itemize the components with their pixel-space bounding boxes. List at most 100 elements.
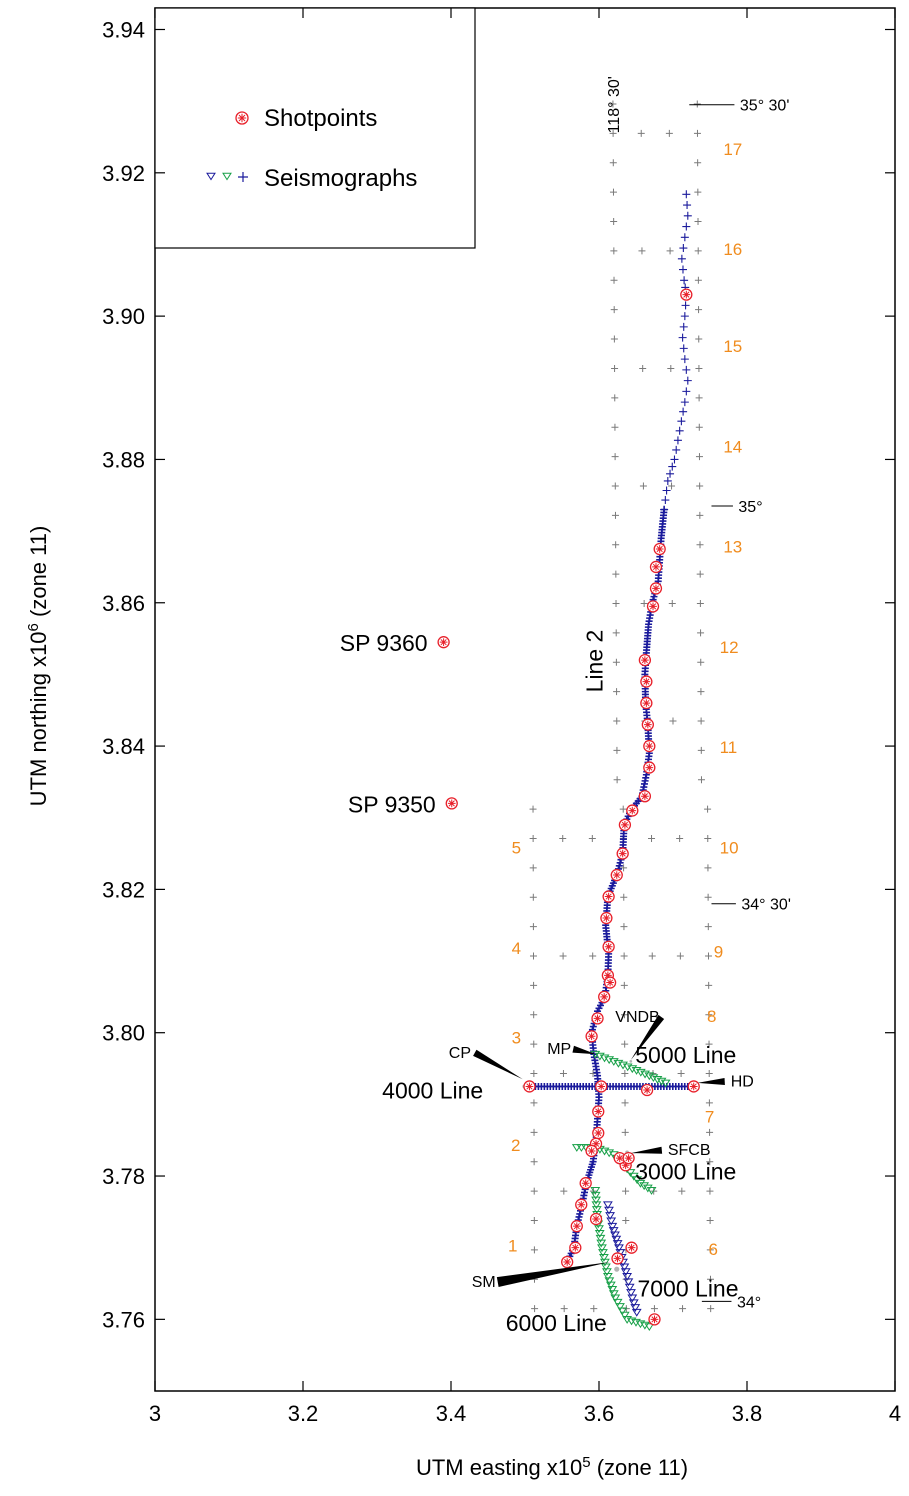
seismograph-tri-7000-line xyxy=(627,1294,638,1303)
seismograph-tri-5000-line xyxy=(656,1077,667,1086)
seismograph-plus-line2 xyxy=(672,445,681,454)
grid-cross xyxy=(695,423,703,431)
grid-cross xyxy=(621,1128,629,1136)
grid-cross xyxy=(695,335,703,343)
shotpoint-marker-star xyxy=(621,821,629,829)
grid-cross xyxy=(529,805,537,813)
seismograph-tri-7000-line xyxy=(605,1212,616,1220)
seismograph-tri-3000-line xyxy=(576,1144,587,1152)
annotations: SP 9360 SP 9350 4000 Line 5000 Line 3000 Lin… xyxy=(340,76,791,1336)
seismograph-plus-line2 xyxy=(680,398,689,407)
seismograph-tri-6000-line xyxy=(590,1191,601,1200)
seismograph-tri-3000-line xyxy=(635,1179,646,1188)
grid-cross xyxy=(530,1246,538,1254)
seismograph-tri-6000-line xyxy=(599,1253,609,1262)
shotpoint-marker-star xyxy=(604,942,613,951)
seismograph-tri-5000-line xyxy=(648,1074,659,1083)
site-pointer-arrow xyxy=(697,1077,725,1085)
shotpoint-marker-star xyxy=(600,993,609,1001)
site-pointer-arrow xyxy=(572,1045,597,1055)
site-pointer-arrow xyxy=(630,1014,665,1060)
grid-cross xyxy=(610,306,618,314)
line-label: Line 2 xyxy=(582,630,608,693)
grid-cross xyxy=(694,188,702,196)
grid-cross xyxy=(529,835,537,843)
grid-cross xyxy=(621,1099,629,1107)
grid-cross xyxy=(620,981,628,989)
seismograph-tri-3000-line xyxy=(642,1184,653,1193)
y-tick-label: 3.84 xyxy=(102,734,145,759)
grid-cross xyxy=(611,394,619,402)
grid-cross xyxy=(706,1128,714,1136)
seismograph-tri-6000-line xyxy=(598,1249,608,1258)
grid-cross xyxy=(706,1246,714,1254)
shotpoint-marker-star xyxy=(615,1154,624,1162)
shotpoint-marker-star xyxy=(602,914,611,922)
y-tick-label: 3.78 xyxy=(102,1164,145,1189)
shotpoint-marker-star xyxy=(604,971,612,980)
grid-number-label: 5 xyxy=(512,839,521,858)
grid-cross xyxy=(697,746,705,754)
seismograph-plus-line2 xyxy=(679,344,688,353)
grid-cross xyxy=(704,893,712,901)
seismograph-tri-7000-line xyxy=(607,1222,618,1231)
isolated-shotpoint-marker-star xyxy=(447,799,456,808)
grid-number-label: 15 xyxy=(723,337,742,356)
grid-number-label: 2 xyxy=(511,1136,520,1155)
seismograph-plus-line2 xyxy=(662,486,671,495)
grid-cross xyxy=(697,776,705,784)
seismograph-plus-line2 xyxy=(680,355,689,364)
seismograph-tri-3000-line xyxy=(571,1144,582,1152)
grid-cross xyxy=(704,864,712,872)
shotpoint-marker-star xyxy=(581,1179,590,1188)
seismograph-tri-6000-line xyxy=(601,1263,611,1272)
grid-cross xyxy=(612,570,620,578)
grid-cross xyxy=(697,717,705,725)
shotpoint-marker-star xyxy=(628,806,637,815)
grid-cross xyxy=(530,1099,538,1107)
grid-cross xyxy=(621,1070,629,1078)
latitude-label: 35° xyxy=(738,499,762,516)
grid-cross xyxy=(704,835,712,843)
grid-cross xyxy=(620,864,628,872)
grid-number-label: 10 xyxy=(720,839,739,858)
legend-box xyxy=(154,7,476,249)
latitude-label: 35° 30' xyxy=(740,98,790,115)
grid-cross xyxy=(619,805,627,813)
shotpoint-marker-star xyxy=(577,1200,586,1209)
grid-cross xyxy=(529,923,537,931)
seismograph-plus-line2 xyxy=(680,312,689,321)
y-tick-label: 3.82 xyxy=(102,877,145,902)
seismograph-plus-line2 xyxy=(682,387,691,396)
grid-cross xyxy=(706,1275,714,1283)
grid-cross xyxy=(611,423,619,431)
seismograph-tri-7000-line xyxy=(624,1283,635,1292)
grid-cross xyxy=(704,952,712,960)
grid-number-label: 17 xyxy=(723,140,742,159)
grid-cross xyxy=(694,218,702,226)
seismograph-tri-6000-line xyxy=(608,1290,619,1299)
shotpoint-marker-star xyxy=(597,1082,606,1091)
seismograph-tri-6000-line xyxy=(610,1294,621,1303)
latitude-label: 34° xyxy=(737,1294,761,1311)
grid-cross xyxy=(705,1011,713,1019)
grid-cross xyxy=(610,276,618,284)
seismograph-tri-7000-line xyxy=(610,1231,620,1240)
shotpoint-marker-star xyxy=(592,1215,600,1223)
latitude-label: 34° 30' xyxy=(741,897,791,914)
line-label: 3000 Line xyxy=(635,1159,736,1185)
grid-cross-markers xyxy=(529,100,715,1313)
seismograph-tri-5000-line xyxy=(644,1072,655,1081)
seismograph-plus-line2 xyxy=(678,333,687,342)
grid-cross xyxy=(707,1305,715,1313)
grid-cross xyxy=(697,688,705,696)
grid-cross xyxy=(704,805,712,813)
plot-frame xyxy=(154,7,896,1392)
grid-cross xyxy=(638,247,646,255)
grid-cross xyxy=(639,482,647,490)
grid-cross xyxy=(560,1187,568,1195)
shotpoint-marker-star xyxy=(655,545,664,553)
grid-cross xyxy=(609,159,617,167)
isolated-shotpoint-label: SP 9350 xyxy=(348,791,436,817)
longitude-label: 118° 30' xyxy=(606,76,623,133)
